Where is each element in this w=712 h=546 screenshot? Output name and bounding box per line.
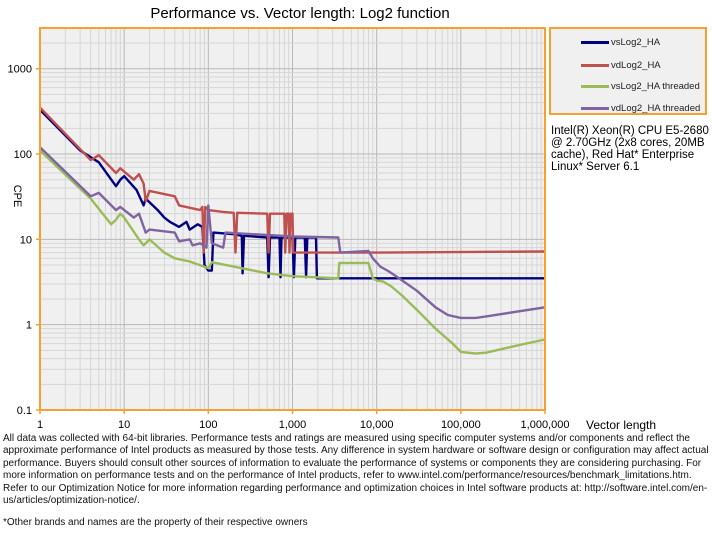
x-tick-label: 10: [118, 419, 130, 431]
series-line-vdLog2_HA-threaded: [39, 146, 546, 320]
legend-swatch: [581, 41, 609, 44]
y-tick-label: 10: [20, 234, 32, 246]
series-line-vsLog2_HA-threaded: [39, 149, 546, 355]
y-tick-label: 1000: [8, 64, 32, 76]
y-tick-label: 1: [26, 320, 32, 332]
legend-label: vdLog2_HA threaded: [611, 103, 701, 114]
y-tick-label: 0.1: [17, 405, 32, 417]
footnote-trademark: *Other brands and names are the property…: [3, 517, 308, 528]
legend-swatch: [581, 85, 609, 88]
x-tick-label: 100,000: [441, 419, 481, 431]
x-tick-label: 100: [199, 419, 217, 431]
x-axis-label: Vector length: [586, 418, 657, 432]
x-tick-label: 1,000: [279, 419, 307, 431]
legend-item: vdLog2_HA: [581, 60, 661, 71]
legend-label: vsLog2_HA threaded: [611, 81, 700, 92]
legend-swatch: [581, 64, 609, 67]
system-annotation: Intel(R) Xeon(R) CPU E5-2680 @ 2.70GHz (…: [551, 125, 709, 173]
x-tick-label: 1,000,000: [521, 419, 570, 431]
footnote: All data was collected with 64-bit libra…: [3, 433, 709, 507]
chart-title: Performance vs. Vector length: Log2 func…: [150, 5, 450, 22]
legend-item: vsLog2_HA: [581, 37, 660, 48]
legend: vsLog2_HA vdLog2_HA vsLog2_HA threaded v…: [549, 27, 707, 115]
x-tick-label: 10,000: [360, 419, 394, 431]
x-tick-label: 1: [37, 419, 43, 431]
legend-swatch: [581, 107, 609, 110]
legend-item: vsLog2_HA threaded: [581, 81, 700, 92]
legend-item: vdLog2_HA threaded: [581, 103, 700, 114]
legend-label: vsLog2_HA: [611, 37, 661, 48]
y-tick-label: 100: [14, 149, 32, 161]
legend-label: vdLog2_HA: [611, 60, 661, 71]
y-axis-label: CPE: [11, 184, 23, 208]
series-line-vdLog2_HA: [39, 106, 546, 254]
